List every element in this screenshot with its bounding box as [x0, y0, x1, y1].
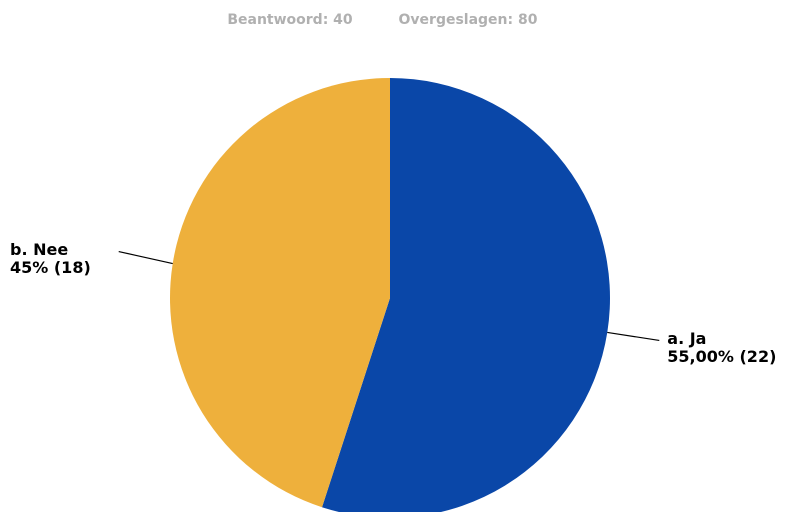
chart-title: Beantwoord: 40 [227, 12, 353, 28]
leader-line [118, 250, 173, 265]
slice-label: b. Nee [10, 240, 68, 259]
slice-value-label: 45% (18) [10, 258, 91, 277]
chart-subtitle: Overgeslagen: 80 [399, 12, 538, 28]
pie-slice [322, 78, 610, 512]
slice-label: a. Ja [667, 329, 706, 348]
pie-slice [170, 78, 390, 508]
slice-value-label: 55,00% (22) [667, 347, 776, 366]
leader-line [607, 331, 660, 342]
